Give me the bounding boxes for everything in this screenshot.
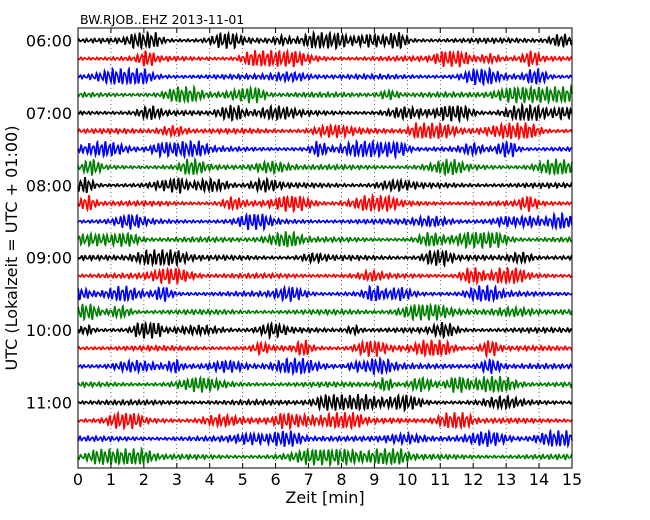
trace-10-30 (77, 355, 573, 377)
trace-08-45 (77, 230, 573, 250)
x-tick-label: 5 (238, 470, 248, 489)
x-tick-label: 12 (463, 470, 483, 489)
x-tick-label: 0 (73, 470, 83, 489)
y-tick-label: 09:00 (26, 249, 72, 268)
trace-11-45 (77, 445, 573, 468)
x-tick-label: 11 (430, 470, 450, 489)
trace-11-15 (77, 410, 573, 432)
y-axis-ticks: 06:00 07:00 08:00 09:00 10:00 11:00 (26, 32, 572, 413)
y-axis-label: UTC (Lokalzeit = UTC + 01:00) (2, 126, 21, 371)
x-axis-ticks: 0 1 2 3 4 5 6 7 8 9 10 11 12 13 14 15 (73, 28, 582, 489)
y-tick-label: 11:00 (26, 394, 72, 413)
grid-lines (110, 28, 540, 468)
trace-06-15 (77, 47, 573, 69)
trace-06-30 (77, 66, 573, 87)
trace-11-00 (77, 392, 573, 413)
trace-07-45 (77, 156, 573, 177)
trace-10-00 (77, 320, 573, 341)
trace-09-30 (77, 284, 573, 304)
x-tick-label: 10 (397, 470, 417, 489)
seismic-traces (77, 29, 573, 468)
trace-07-00 (77, 101, 573, 124)
trace-08-30 (77, 211, 573, 233)
y-tick-label: 10:00 (26, 321, 72, 340)
x-tick-label: 8 (336, 470, 346, 489)
trace-06-00 (77, 29, 573, 51)
x-tick-label: 2 (139, 470, 149, 489)
x-tick-label: 13 (496, 470, 516, 489)
x-tick-label: 15 (562, 470, 582, 489)
trace-09-45 (77, 302, 573, 323)
x-tick-label: 1 (106, 470, 116, 489)
y-tick-label: 08:00 (26, 176, 72, 195)
x-tick-label: 7 (303, 470, 313, 489)
trace-09-15 (77, 266, 573, 286)
trace-06-45 (77, 83, 573, 106)
trace-07-15 (77, 120, 573, 141)
x-tick-label: 9 (369, 470, 379, 489)
trace-10-15 (77, 338, 573, 360)
trace-10-45 (77, 374, 573, 394)
x-tick-label: 4 (205, 470, 215, 489)
x-axis-label: Zeit [min] (285, 488, 364, 507)
x-tick-label: 6 (271, 470, 281, 489)
x-tick-label: 3 (172, 470, 182, 489)
x-tick-label: 14 (529, 470, 549, 489)
chart-title: BW.RJOB..EHZ 2013-11-01 (80, 12, 244, 27)
trace-11-30 (77, 428, 573, 449)
trace-08-15 (77, 192, 573, 214)
y-tick-label: 07:00 (26, 104, 72, 123)
y-tick-label: 06:00 (26, 32, 72, 51)
trace-08-00 (77, 176, 573, 194)
plot-frame (77, 27, 573, 469)
trace-09-00 (77, 248, 573, 269)
trace-07-30 (77, 138, 573, 161)
